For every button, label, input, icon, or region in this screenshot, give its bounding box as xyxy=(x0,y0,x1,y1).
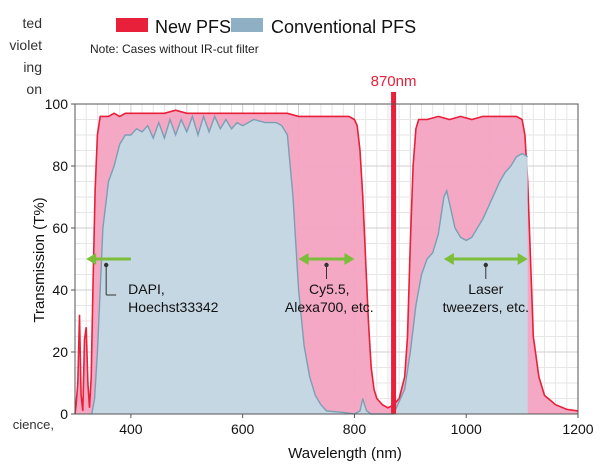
y-tick-label: 0 xyxy=(60,406,68,422)
left-edge-text-1: ted xyxy=(22,15,42,31)
x-tick-label: 800 xyxy=(343,421,367,437)
left-edge-text-3: ing xyxy=(23,59,42,75)
x-tick-label: 1000 xyxy=(451,421,482,437)
left-edge-text-5: cience, xyxy=(12,417,54,432)
y-axis-label: Transmission (T%) xyxy=(31,197,48,322)
x-tick-label: 1200 xyxy=(562,421,593,437)
y-tick-label: 20 xyxy=(52,344,68,360)
annotation-label: DAPI, xyxy=(128,281,165,297)
legend-swatch-conventional-pfs xyxy=(231,18,263,32)
y-tick-label: 60 xyxy=(52,220,68,236)
annotation-arrowhead-right xyxy=(344,253,355,265)
y-tick-label: 80 xyxy=(52,158,68,174)
x-tick-label: 600 xyxy=(231,421,255,437)
marker-label-870nm: 870nm xyxy=(371,73,417,90)
legend: New PFS Conventional PFS Note: Cases wit… xyxy=(90,17,416,56)
x-axis-label: Wavelength (nm) xyxy=(288,445,402,462)
annotation-label: Hoechst33342 xyxy=(128,299,219,315)
legend-label-conventional-pfs: Conventional PFS xyxy=(271,17,416,37)
annotation-label: Laser xyxy=(468,281,503,297)
series-areas xyxy=(74,109,579,415)
y-tick-label: 40 xyxy=(52,282,68,298)
left-edge-text-4: on xyxy=(26,81,42,97)
chart-note: Note: Cases without IR-cut filter xyxy=(90,42,259,56)
wavelength-marker: 870nm xyxy=(371,73,417,414)
annotation-label: Alexa700, etc. xyxy=(285,299,374,315)
annotation-label: Cy5.5, xyxy=(309,281,349,297)
x-tick-label: 400 xyxy=(119,421,143,437)
annotation-arrowhead-left xyxy=(298,253,309,265)
area-conventional-pfs xyxy=(91,116,528,415)
annotation-arrowhead-left xyxy=(86,253,97,265)
y-tick-label: 100 xyxy=(45,96,69,112)
legend-swatch-new-pfs xyxy=(116,18,148,32)
annotation-label: tweezers, etc. xyxy=(443,299,529,315)
annotation-arrowhead-left xyxy=(443,253,454,265)
annotation-arrowhead-right xyxy=(517,253,528,265)
line-conventional-pfs xyxy=(91,114,529,415)
left-edge-text-2: violet xyxy=(9,37,42,53)
legend-label-new-pfs: New PFS xyxy=(155,17,231,37)
plot-frame xyxy=(74,103,579,415)
line-new-pfs xyxy=(74,109,579,415)
axes: 400 600 800 1000 1200 0 20 40 60 80 100 xyxy=(45,96,594,437)
annotation-layer: DAPI, Hoechst33342 Cy5.5, Alexa700, etc. Las… xyxy=(86,253,529,315)
